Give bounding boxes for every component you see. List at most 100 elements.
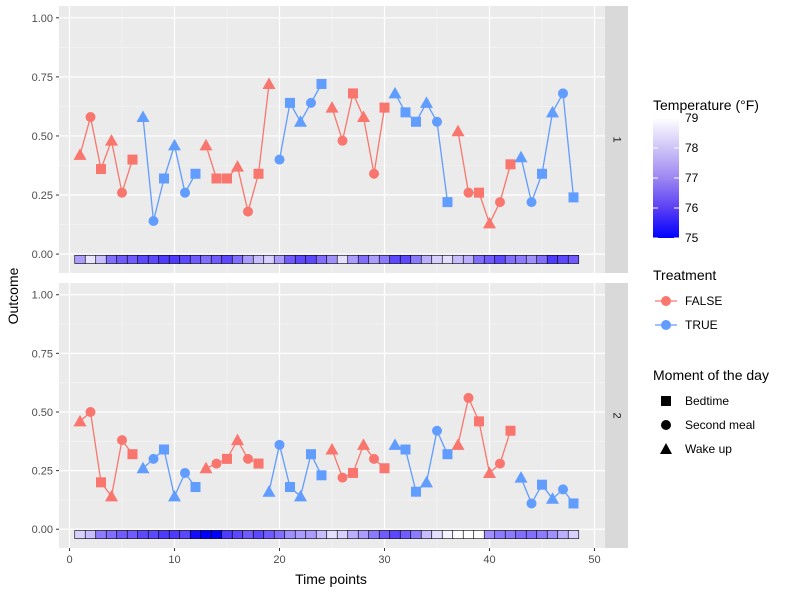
temperature-tile — [147, 254, 160, 264]
temperature-tile — [462, 530, 475, 539]
temperature-tile — [420, 530, 433, 539]
temperature-tile — [221, 530, 233, 539]
temperature-tile — [294, 530, 307, 539]
data-point-wake-up — [420, 96, 433, 108]
temperature-tile — [189, 530, 202, 539]
data-point-second-meal — [243, 453, 253, 464]
temperature-tile — [536, 530, 548, 539]
data-point-bedtime — [222, 173, 232, 184]
y-tick-label: 0.75 — [32, 348, 53, 360]
data-point-second-meal — [337, 472, 348, 483]
data-point-wake-up — [105, 489, 118, 502]
data-point-bedtime — [127, 154, 138, 165]
x-tick-label: 30 — [378, 554, 390, 566]
data-point-bedtime — [222, 453, 232, 464]
series-line — [457, 395, 512, 475]
data-point-wake-up — [451, 438, 465, 450]
facet-strip-label: 2 — [611, 412, 623, 418]
y-tick-label: 0.50 — [32, 407, 53, 419]
moment-legend-second-meal: Second meal — [661, 418, 755, 432]
temperature-tile — [431, 254, 443, 264]
series-line — [520, 91, 575, 205]
data-point-second-meal — [432, 425, 442, 436]
temperature-tile — [84, 254, 97, 264]
x-tick-label: 0 — [66, 554, 72, 566]
temperature-tile — [126, 530, 139, 539]
temperature-tile — [158, 530, 170, 539]
data-point-bedtime — [316, 470, 327, 481]
second-meal-label: Second meal — [685, 418, 755, 432]
data-point-wake-up — [136, 110, 150, 123]
temperature-tile — [305, 530, 317, 539]
temperature-tile — [567, 530, 580, 539]
bedtime-label: Bedtime — [685, 394, 729, 408]
colorbar-tick-label: 78 — [685, 141, 699, 155]
temperature-tile — [515, 254, 527, 264]
x-tick-label: 50 — [588, 554, 600, 566]
data-point-wake-up — [514, 150, 528, 163]
temperature-tile — [389, 254, 401, 264]
temperature-tile — [105, 530, 118, 539]
wake-up-label: Wake up — [685, 442, 732, 456]
data-point-wake-up — [231, 433, 244, 446]
data-point-second-meal — [243, 206, 253, 217]
data-point-second-meal — [526, 498, 537, 509]
data-point-bedtime — [442, 197, 453, 208]
data-point-bedtime — [505, 159, 516, 170]
moment-legend-wake-up: Wake up — [660, 442, 732, 456]
temperature-tile — [399, 530, 412, 539]
legend: Temperature (°F) 79 78 77 76 75 Treatment FA… — [653, 97, 769, 456]
data-point-wake-up — [168, 489, 181, 502]
data-point-second-meal — [306, 97, 316, 108]
x-tick-label: 20 — [273, 554, 285, 566]
x-axis-title: Time points — [295, 571, 367, 587]
temperature-tile — [126, 254, 139, 264]
data-point-bedtime — [253, 458, 264, 469]
data-point-second-meal — [148, 453, 159, 464]
temperature-tile — [273, 530, 286, 539]
data-point-bedtime — [253, 168, 264, 179]
temperature-tile — [357, 254, 370, 264]
colorbar-tick-label: 76 — [685, 201, 699, 215]
data-point-second-meal — [85, 112, 96, 123]
data-point-bedtime — [379, 102, 390, 113]
temperature-tile — [567, 254, 580, 264]
data-point-wake-up — [546, 105, 559, 118]
y-axis-title: Outcome — [5, 267, 21, 324]
temperature-tile — [368, 254, 380, 264]
data-point-bedtime — [400, 107, 411, 118]
data-point-second-meal — [526, 197, 537, 208]
data-point-second-meal — [180, 467, 190, 478]
series-line — [79, 116, 134, 196]
temperature-tile — [441, 530, 454, 539]
data-point-second-meal — [432, 116, 442, 127]
data-point-bedtime — [211, 173, 222, 184]
data-point-wake-up — [168, 138, 181, 151]
temperature-tile — [368, 530, 380, 539]
series-line — [457, 131, 512, 226]
y-tick-label: 1.00 — [32, 13, 53, 25]
temperature-tile — [420, 254, 433, 264]
data-point-bedtime — [96, 164, 106, 175]
second-meal-circle-swatch — [661, 420, 671, 430]
temperature-tile — [357, 530, 370, 539]
data-point-wake-up — [231, 160, 244, 172]
temperature-tile — [74, 254, 86, 264]
temperature-tile — [504, 530, 517, 539]
data-point-bedtime — [537, 168, 547, 179]
temperature-tile — [200, 254, 212, 264]
temperature-legend-title: Temperature (°F) — [653, 97, 759, 113]
temperature-tile — [336, 254, 349, 264]
series-line — [331, 91, 386, 174]
temperature-tile — [326, 254, 338, 264]
temperature-tile — [525, 530, 538, 539]
data-point-second-meal — [463, 392, 474, 403]
treatment-legend-true: TRUE — [655, 318, 718, 332]
temperature-tile — [536, 254, 548, 264]
temperature-tile — [473, 530, 485, 539]
y-tick-label: 0.00 — [32, 524, 53, 536]
temperature-tile — [189, 254, 202, 264]
temperature-tile — [546, 530, 559, 539]
temperature-tile — [273, 254, 286, 264]
data-point-bedtime — [285, 482, 295, 493]
